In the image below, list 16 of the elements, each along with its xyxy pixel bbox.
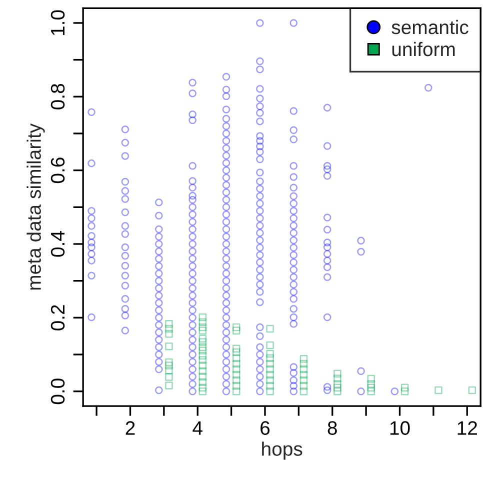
y-tick-label: 0.6 xyxy=(50,158,65,184)
x-tick-label: 6 xyxy=(260,421,270,435)
legend-label: semantic xyxy=(392,20,468,34)
y-tick-label: 0.0 xyxy=(50,378,65,404)
y-tick-label: 0.4 xyxy=(50,231,65,257)
y-tick-label: 0.8 xyxy=(50,84,65,110)
y-axis-title: meta data similarity xyxy=(26,123,45,290)
x-axis-title: hops xyxy=(262,442,302,460)
y-tick-label: 0.2 xyxy=(50,305,65,330)
x-tick-label: 2 xyxy=(126,421,135,435)
y-tick-label: 1.0 xyxy=(50,10,65,35)
x-tick-label: 8 xyxy=(328,421,337,435)
x-tick-label: 10 xyxy=(390,421,410,435)
x-tick-label: 12 xyxy=(458,421,477,435)
legend-label: uniform xyxy=(392,42,455,56)
x-tick-label: 4 xyxy=(192,421,202,435)
